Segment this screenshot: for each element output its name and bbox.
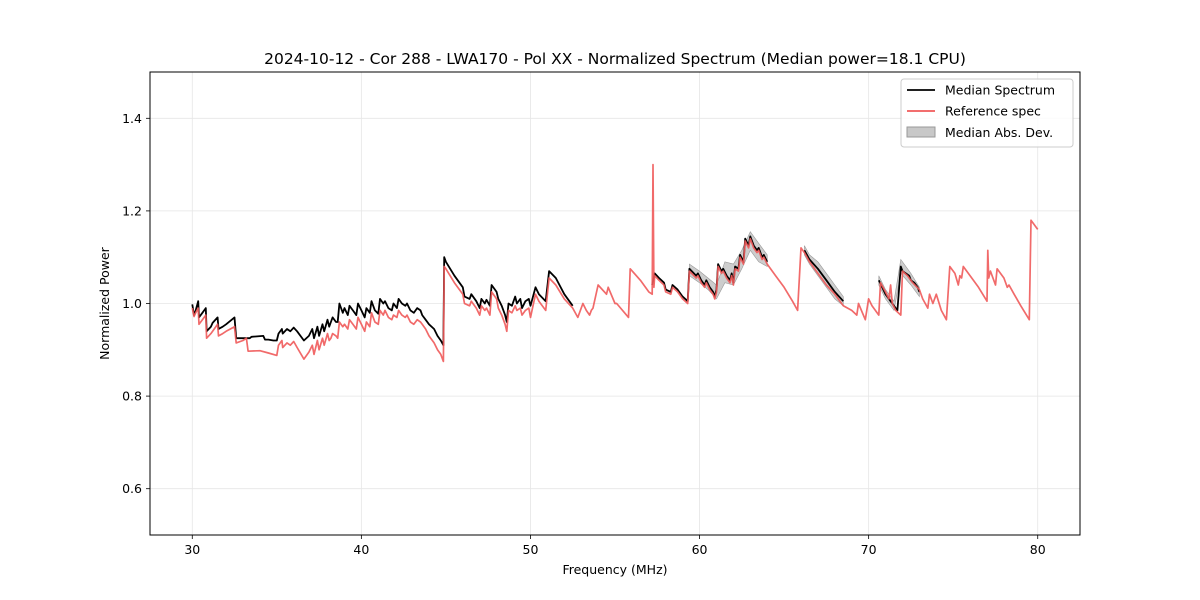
legend: Median Spectrum Reference spec Median Ab… <box>900 78 1074 148</box>
legend-mad-label: Median Abs. Dev. <box>945 125 1053 140</box>
x-axis-label: Frequency (MHz) <box>562 562 667 577</box>
series-lines <box>191 163 1039 363</box>
reference-spectrum-line <box>191 163 1039 363</box>
legend-mad-swatch <box>906 126 936 138</box>
y-axis-label: Normalized Power <box>97 246 112 360</box>
legend-median-label: Median Spectrum <box>945 83 1055 98</box>
median-spectrum-line <box>191 256 574 347</box>
median-spectrum-line <box>803 249 844 302</box>
y-axis-ticks: 0.6 0.8 1.0 1.2 1.4 <box>122 111 150 496</box>
x-axis-ticks: 30 40 50 60 70 80 <box>184 535 1046 557</box>
y-tick-label: 0.8 <box>122 389 142 404</box>
mad-band-region <box>689 231 768 300</box>
y-tick-label: 1.0 <box>122 296 142 311</box>
chart-title: 2024-10-12 - Cor 288 - LWA170 - Pol XX -… <box>264 50 966 68</box>
y-tick-label: 1.2 <box>122 203 142 218</box>
legend-box <box>900 78 1074 148</box>
x-tick-label: 70 <box>861 542 877 557</box>
x-tick-label: 50 <box>523 542 539 557</box>
y-tick-label: 0.6 <box>122 481 142 496</box>
legend-reference-label: Reference spec <box>945 104 1041 119</box>
x-tick-label: 30 <box>184 542 200 557</box>
x-tick-label: 40 <box>353 542 369 557</box>
x-tick-label: 80 <box>1030 542 1046 557</box>
y-tick-label: 1.4 <box>122 111 142 126</box>
x-tick-label: 60 <box>692 542 708 557</box>
